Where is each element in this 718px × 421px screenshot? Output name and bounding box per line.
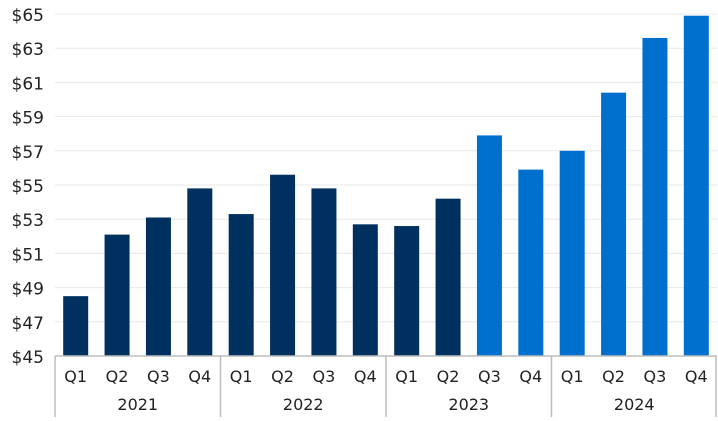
group-label: 2022 xyxy=(283,395,324,414)
y-tick-label: $61 xyxy=(12,74,44,94)
x-tick-label: Q3 xyxy=(478,367,501,386)
x-tick-label: Q2 xyxy=(271,367,294,386)
y-tick-label: $57 xyxy=(12,143,44,163)
bar xyxy=(104,234,130,356)
bar xyxy=(228,214,254,356)
y-tick-label: $47 xyxy=(12,314,44,334)
x-tick-label: Q1 xyxy=(230,367,253,386)
bar xyxy=(683,15,709,357)
bar xyxy=(187,188,213,356)
y-tick-label: $55 xyxy=(12,177,44,197)
y-tick-label: $49 xyxy=(12,280,44,300)
x-tick-label: Q2 xyxy=(106,367,129,386)
x-tick-label: Q4 xyxy=(685,367,708,386)
y-tick-label: $59 xyxy=(12,109,44,129)
bar xyxy=(270,174,296,356)
y-tick-label: $51 xyxy=(12,245,44,265)
x-tick-label: Q2 xyxy=(437,367,460,386)
x-tick-label: Q4 xyxy=(188,367,211,386)
bar xyxy=(601,92,627,356)
x-tick-label: Q4 xyxy=(354,367,377,386)
group-label: 2024 xyxy=(614,395,655,414)
bar xyxy=(518,169,544,356)
y-tick-label: $63 xyxy=(12,40,44,60)
bar xyxy=(559,150,585,356)
y-tick-label: $65 xyxy=(12,6,44,26)
bar xyxy=(311,188,337,356)
x-tick-label: Q1 xyxy=(64,367,87,386)
x-tick-label: Q2 xyxy=(602,367,625,386)
bar xyxy=(435,198,461,356)
y-tick-label: $45 xyxy=(12,348,44,368)
x-tick-label: Q3 xyxy=(147,367,170,386)
x-tick-label: Q3 xyxy=(644,367,667,386)
x-tick-label: Q1 xyxy=(395,367,418,386)
bar xyxy=(63,296,89,356)
group-label: 2023 xyxy=(448,395,489,414)
group-label: 2021 xyxy=(117,395,158,414)
bar xyxy=(642,37,668,356)
x-tick-label: Q3 xyxy=(313,367,336,386)
x-tick-label: Q4 xyxy=(519,367,542,386)
bar xyxy=(394,226,420,356)
x-tick-label: Q1 xyxy=(561,367,584,386)
bar xyxy=(145,217,171,356)
y-tick-label: $53 xyxy=(12,211,44,231)
bar xyxy=(352,224,378,356)
bar xyxy=(476,135,502,356)
